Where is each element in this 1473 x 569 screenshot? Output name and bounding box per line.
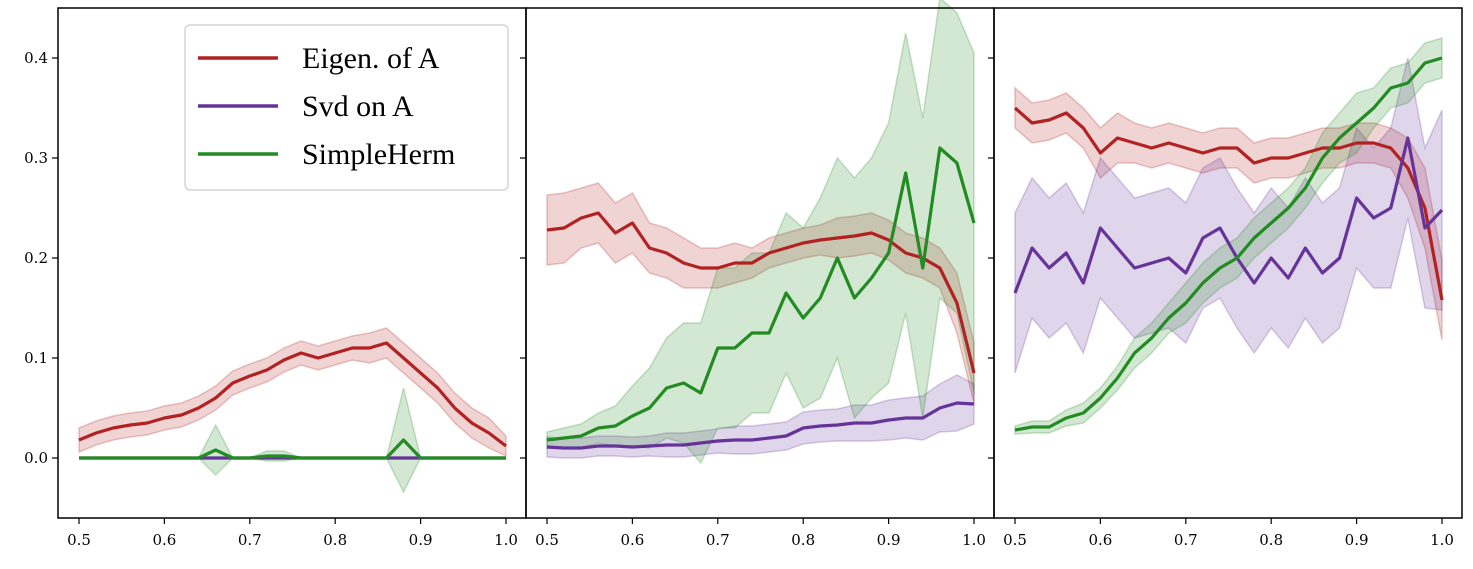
legend-label: SimpleHerm <box>302 138 455 171</box>
panel-2: 0.5 0.6 0.7 0.8 0.9 1.0 <box>520 0 995 549</box>
x-tick-label: 0.7 <box>1174 531 1198 549</box>
series-line-1 <box>546 401 975 450</box>
x-tick-label: 0.6 <box>1088 531 1112 549</box>
series-line-0 <box>546 211 976 374</box>
x-tick-label: 0.8 <box>1259 531 1283 549</box>
x-tick-label: 1.0 <box>962 531 986 549</box>
legend-label: Eigen. of A <box>302 42 440 75</box>
x-tick-label: 0.5 <box>1003 531 1027 549</box>
x-tick-label: 0.8 <box>323 531 347 549</box>
y-tick-label: 0.2 <box>24 249 48 267</box>
series-line-0 <box>1013 106 1444 301</box>
y-tick-label: 0.4 <box>24 49 48 67</box>
x-tick-label: 0.6 <box>620 531 644 549</box>
x-tick-label: 0.5 <box>67 531 91 549</box>
confidence-band-0 <box>1014 86 1443 341</box>
confidence-band-0 <box>78 327 507 458</box>
x-tick-label: 0.6 <box>152 531 176 549</box>
confidence-band-2 <box>1014 36 1443 435</box>
panel-frame <box>993 7 1463 519</box>
x-tick-label: 1.0 <box>494 531 518 549</box>
series-line-2 <box>1014 56 1443 432</box>
legend: Eigen. of A Svd on A SimpleHerm <box>184 24 509 191</box>
confidence-band-2 <box>79 387 506 494</box>
x-tick-label: 0.7 <box>706 531 730 549</box>
x-tick-label: 1.0 <box>1430 531 1454 549</box>
x-tick-label: 0.9 <box>409 531 433 549</box>
x-tick-label: 0.9 <box>1345 531 1369 549</box>
y-tick-label: 0.0 <box>24 449 48 467</box>
series-line-2 <box>546 146 976 442</box>
y-tick-label: 0.3 <box>24 149 48 167</box>
x-tick-label: 0.9 <box>877 531 901 549</box>
series-line-1 <box>1013 136 1444 294</box>
series-line-0 <box>78 341 507 448</box>
x-tick-label: 0.5 <box>535 531 559 549</box>
confidence-band-1 <box>1014 57 1443 374</box>
x-tick-label: 0.8 <box>791 531 815 549</box>
confidence-band-2 <box>546 0 975 465</box>
series-line-2 <box>79 438 506 460</box>
confidence-band-1 <box>546 374 975 459</box>
legend-box <box>184 24 509 191</box>
legend-label: Svd on A <box>302 90 414 123</box>
panel-3: 0.5 0.6 0.7 0.8 0.9 1.0 <box>988 7 1463 549</box>
x-tick-label: 0.7 <box>238 531 262 549</box>
panel-1: 0.5 0.6 0.7 0.8 0.9 1.0 0.0 0.1 0.2 0.3 0.4 <box>24 7 527 549</box>
y-tick-label: 0.1 <box>24 349 48 367</box>
